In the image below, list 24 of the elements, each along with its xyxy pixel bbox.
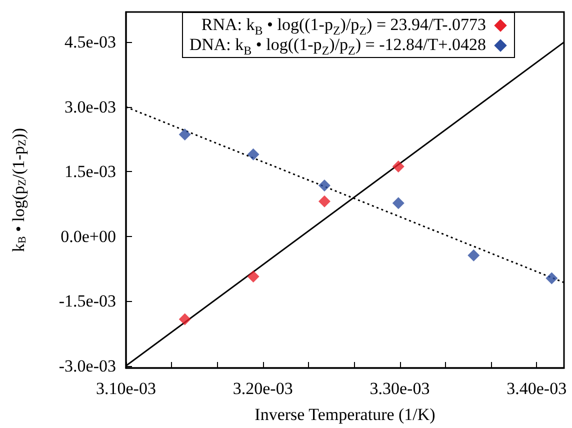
point: [318, 179, 330, 192]
x-tick-label: 3.40e-03: [506, 379, 567, 398]
x-tick-label: 3.30e-03: [370, 379, 430, 398]
y-tick-label: 4.5e-03: [64, 32, 116, 52]
point: [468, 249, 480, 262]
point: [546, 272, 558, 284]
point: [178, 313, 191, 326]
y-tick-label: -3.0e-03: [58, 356, 116, 376]
point: [247, 270, 260, 283]
y-tick-label: 0.0e+00: [60, 226, 116, 246]
y-axis-title: kB • log(pZ/(1-pZ)): [9, 128, 28, 252]
x-tick-label: 3.20e-03: [232, 379, 293, 398]
y-tick-label: -1.5e-03: [58, 292, 116, 311]
point: [318, 195, 330, 208]
y-tick-label: 3.0e-03: [64, 97, 116, 116]
y-tick-label: 1.5e-03: [64, 162, 116, 182]
point: [247, 148, 260, 160]
x-axis-title: Inverse Temperature (1/K): [254, 405, 436, 424]
x-tick-label: 3.10e-03: [96, 379, 156, 398]
point: [392, 160, 404, 172]
point: [392, 197, 404, 210]
legend-label: RNA: k$_{B}$ • log((1-p$_{Z}$)/p$_{Z}$) = 23.94/T-.0773: [201, 15, 486, 38]
point: [178, 128, 191, 141]
legend-label: DNA: k$_{B}$ • log((1-p$_{Z}$)/p$_{Z}$) = -12.84/T+.0428: [189, 35, 486, 58]
